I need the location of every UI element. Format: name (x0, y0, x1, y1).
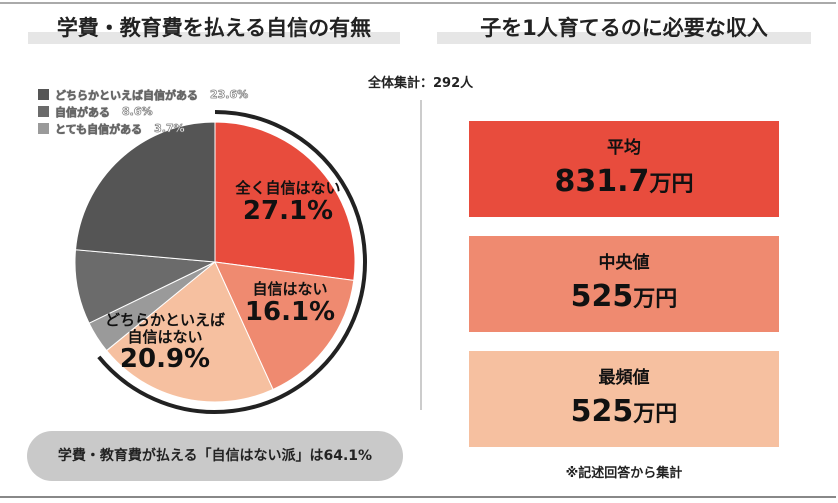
legend-label: どちらかといえば自信がある (55, 88, 199, 102)
legend-pct: 8.6% (122, 105, 153, 119)
right-title: 子を1人育てるのに必要な収入 (437, 14, 811, 44)
legend: どちらかといえば自信がある 23.6% 自信がある 8.6% とても自信がある 3.7… (38, 86, 248, 137)
legend-item: 自信がある 8.6% (38, 103, 248, 120)
legend-item: とても自信がある 3.7% (38, 120, 248, 137)
left-title: 学費・教育費を払える自信の有無 (28, 14, 400, 44)
highlight-arc (97, 110, 367, 414)
income-box-mode: 最頻値 525万円 (469, 351, 779, 447)
summary-pill: 学費・教育費が払える「自信はない派」は64.1% (27, 431, 403, 481)
pie-slice-0 (214, 121, 356, 281)
legend-swatch (38, 106, 49, 117)
divider (420, 100, 422, 410)
slice-label-1: 自信はない 16.1% (244, 280, 336, 327)
slice-label-0: 全く自信はない 27.1% (235, 179, 341, 226)
legend-item: どちらかといえば自信がある 23.6% (38, 86, 248, 103)
slice-label-2: どちらかといえば 自信はない 20.9% (104, 311, 225, 374)
legend-label: とても自信がある (55, 122, 143, 136)
pie-slice-1 (214, 261, 355, 391)
pie-slice-2 (105, 261, 274, 403)
income-box-average: 平均 831.7万円 (469, 121, 779, 217)
legend-swatch (38, 123, 49, 134)
pie-slice-5 (74, 121, 216, 263)
legend-label: 自信がある (55, 105, 111, 119)
total-count: 全体集計：292人 (368, 76, 474, 91)
legend-pct: 3.7% (154, 122, 185, 136)
income-box-median: 中央値 525万円 (469, 236, 779, 332)
legend-pct: 23.6% (210, 88, 249, 102)
legend-swatch (38, 89, 49, 100)
footnote: ※記述回答から集計 (565, 466, 683, 481)
